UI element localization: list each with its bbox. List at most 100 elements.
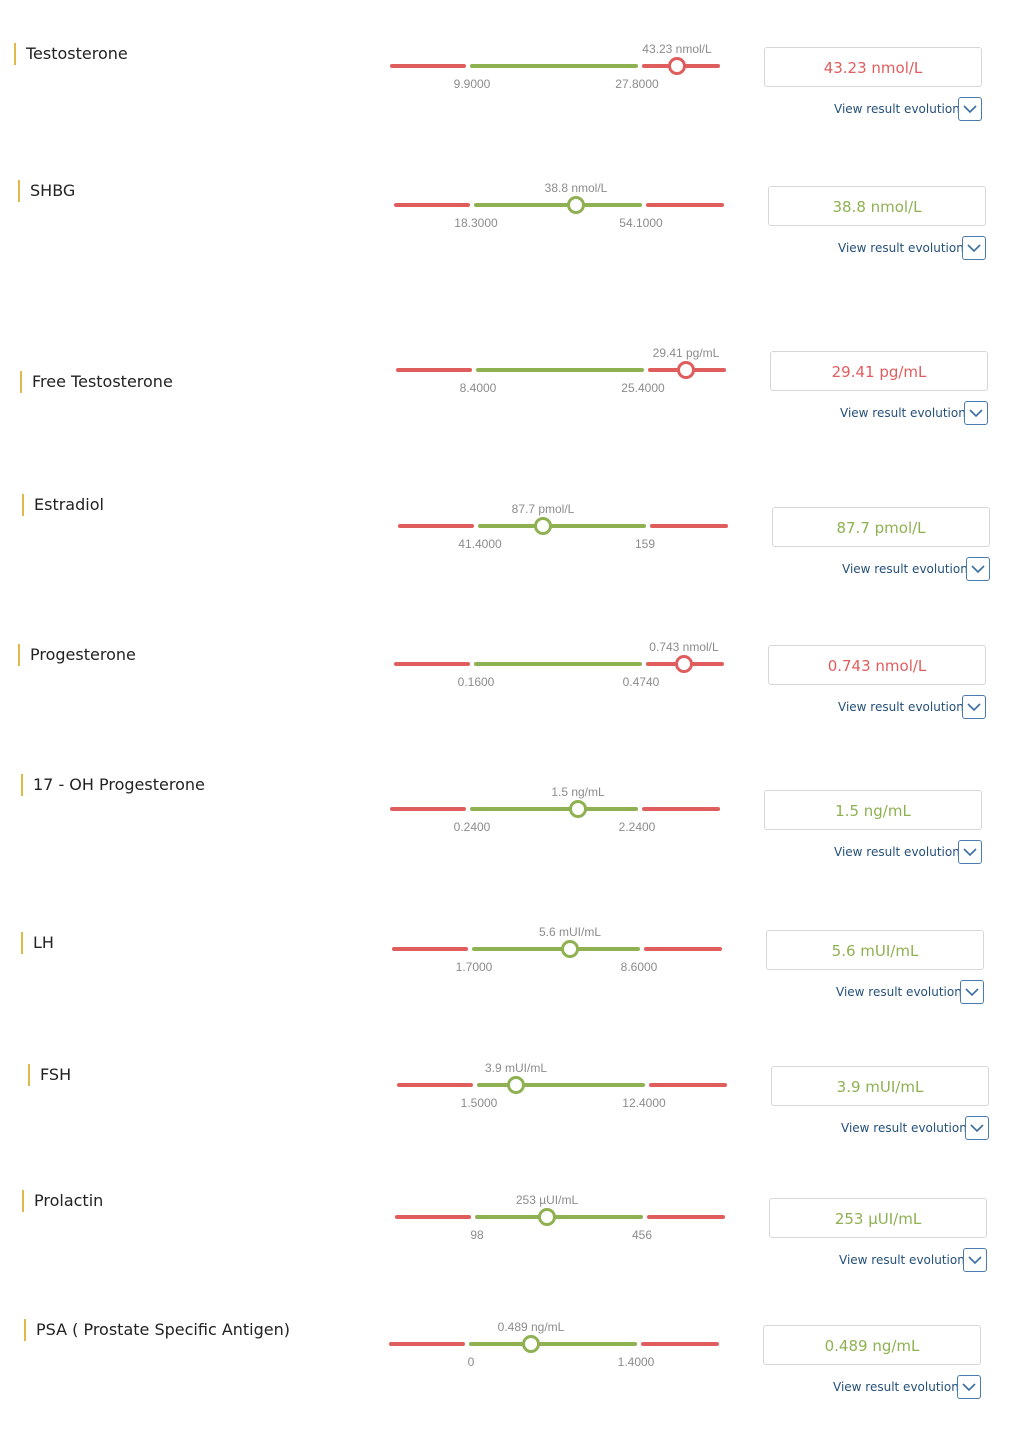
range-high-segment — [646, 203, 724, 207]
chevron-down-icon — [962, 1383, 976, 1392]
chevron-down-icon — [963, 848, 977, 857]
range-low-label: 0.2400 — [453, 820, 491, 834]
range-normal-segment — [478, 524, 646, 528]
range-normal-segment — [477, 1083, 645, 1087]
range-gauge: 253 µUI/mL 98 456 — [395, 1193, 725, 1253]
value-marker — [534, 517, 552, 535]
result-row: Testosterone 43.23 nmol/L 9.9000 27.8000 43.… — [0, 42, 1011, 152]
range-normal-segment — [476, 368, 644, 372]
result-value-box: 3.9 mUI/mL — [771, 1066, 989, 1106]
expand-button[interactable] — [965, 1116, 989, 1140]
result-value-box: 0.489 ng/mL — [763, 1325, 981, 1365]
result-row: LH 5.6 mUI/mL 1.7000 8.6000 5.6 mUI/mL View r… — [0, 925, 1011, 1035]
view-evolution-link[interactable]: View result evolution — [839, 1253, 965, 1267]
range-low-label: 41.4000 — [458, 537, 502, 551]
result-row: Prolactin 253 µUI/mL 98 456 253 µUI/mL View r… — [0, 1190, 1011, 1303]
range-gauge: 0.489 ng/mL 0 1.4000 — [389, 1320, 719, 1380]
result-value-box: 253 µUI/mL — [769, 1198, 987, 1238]
view-evolution-link[interactable]: View result evolution — [833, 1380, 959, 1394]
range-low-segment — [389, 1342, 465, 1346]
range-low-segment — [397, 1083, 473, 1087]
value-marker — [567, 196, 585, 214]
chevron-down-icon — [968, 1256, 982, 1265]
current-value-label: 3.9 mUI/mL — [484, 1061, 548, 1075]
range-high-segment — [641, 1342, 719, 1346]
range-high-label: 12.4000 — [622, 1096, 666, 1110]
expand-button[interactable] — [966, 557, 990, 581]
range-high-label: 27.8000 — [615, 77, 659, 91]
result-name: 17 - OH Progesterone — [21, 774, 205, 796]
current-value-label: 0.489 ng/mL — [497, 1320, 565, 1334]
view-evolution-link[interactable]: View result evolution — [838, 241, 964, 255]
range-low-label: 1.5000 — [460, 1096, 498, 1110]
result-name: Estradiol — [22, 494, 104, 516]
range-normal-segment — [470, 807, 638, 811]
expand-button[interactable] — [962, 695, 986, 719]
range-low-segment — [392, 947, 468, 951]
chevron-down-icon — [965, 988, 979, 997]
value-marker — [507, 1076, 525, 1094]
current-value-label: 29.41 pg/mL — [652, 346, 720, 360]
range-gauge: 3.9 mUI/mL 1.5000 12.4000 — [397, 1061, 727, 1121]
result-name: Progesterone — [18, 644, 136, 666]
range-high-label: 54.1000 — [619, 216, 663, 230]
range-gauge: 43.23 nmol/L 9.9000 27.8000 — [390, 42, 720, 102]
view-evolution-link[interactable]: View result evolution — [838, 700, 964, 714]
result-name: PSA ( Prostate Specific Antigen) — [24, 1319, 290, 1341]
result-row: Estradiol 87.7 pmol/L 41.4000 159 87.7 pmol/… — [0, 494, 1011, 612]
result-value-box: 1.5 ng/mL — [764, 790, 982, 830]
expand-button[interactable] — [962, 236, 986, 260]
value-marker — [668, 57, 686, 75]
result-value-box: 87.7 pmol/L — [772, 507, 990, 547]
view-evolution-link[interactable]: View result evolution — [840, 406, 966, 420]
chevron-down-icon — [969, 409, 983, 418]
range-gauge: 29.41 pg/mL 8.4000 25.4000 — [396, 346, 726, 406]
value-marker — [569, 800, 587, 818]
expand-button[interactable] — [957, 1375, 981, 1399]
range-gauge: 0.743 nmol/L 0.1600 0.4740 — [394, 640, 724, 700]
range-high-label: 0.4740 — [622, 675, 660, 689]
range-low-segment — [394, 662, 470, 666]
range-high-label: 1.4000 — [617, 1355, 655, 1369]
range-normal-segment — [475, 1215, 643, 1219]
result-value-box: 38.8 nmol/L — [768, 186, 986, 226]
result-name: Prolactin — [22, 1190, 103, 1212]
range-high-segment — [650, 524, 728, 528]
current-value-label: 43.23 nmol/L — [642, 42, 712, 56]
expand-button[interactable] — [958, 97, 982, 121]
expand-button[interactable] — [958, 840, 982, 864]
current-value-label: 87.7 pmol/L — [511, 502, 575, 516]
view-evolution-link[interactable]: View result evolution — [841, 1121, 967, 1135]
current-value-label: 253 µUI/mL — [515, 1193, 579, 1207]
result-row: PSA ( Prostate Specific Antigen) 0.489 ng… — [0, 1319, 1011, 1430]
view-evolution-link[interactable]: View result evolution — [836, 985, 962, 999]
view-evolution-link[interactable]: View result evolution — [842, 562, 968, 576]
view-evolution-link[interactable]: View result evolution — [834, 845, 960, 859]
range-low-label: 8.4000 — [459, 381, 497, 395]
range-low-label: 0.1600 — [457, 675, 495, 689]
range-high-label: 2.2400 — [618, 820, 656, 834]
view-evolution-link[interactable]: View result evolution — [834, 102, 960, 116]
range-high-label: 25.4000 — [621, 381, 665, 395]
expand-button[interactable] — [964, 401, 988, 425]
expand-button[interactable] — [960, 980, 984, 1004]
range-normal-segment — [474, 662, 642, 666]
range-low-segment — [390, 64, 466, 68]
current-value-label: 1.5 ng/mL — [551, 785, 605, 799]
range-high-segment — [642, 807, 720, 811]
range-low-label: 1.7000 — [455, 960, 493, 974]
chevron-down-icon — [970, 1124, 984, 1133]
range-low-segment — [398, 524, 474, 528]
range-low-segment — [396, 368, 472, 372]
range-gauge: 1.5 ng/mL 0.2400 2.2400 — [390, 785, 720, 845]
expand-button[interactable] — [963, 1248, 987, 1272]
range-high-label: 456 — [631, 1228, 653, 1242]
range-gauge: 38.8 nmol/L 18.3000 54.1000 — [394, 181, 724, 241]
chevron-down-icon — [967, 703, 981, 712]
range-low-label: 98 — [470, 1228, 484, 1242]
range-low-label: 9.9000 — [453, 77, 491, 91]
range-normal-segment — [470, 64, 638, 68]
result-row: Free Testosterone 29.41 pg/mL 8.4000 25.400… — [0, 346, 1011, 456]
result-name: Testosterone — [14, 43, 128, 65]
range-high-segment — [644, 947, 722, 951]
